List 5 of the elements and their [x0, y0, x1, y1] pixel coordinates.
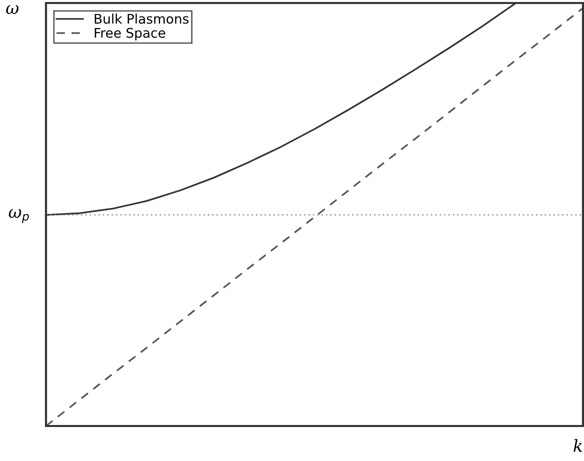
legend-label: Free Space — [94, 28, 166, 40]
x-axis-title: k — [574, 439, 582, 452]
legend-label: Bulk Plasmons — [94, 14, 189, 24]
ref-line-label: ω$_{p}$ — [8, 209, 29, 223]
y-axis-title: ω — [6, 5, 18, 14]
